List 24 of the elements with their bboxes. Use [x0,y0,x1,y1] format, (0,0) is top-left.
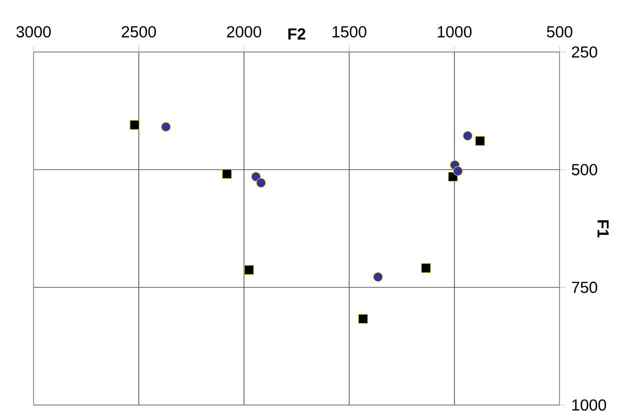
x-tick-label: 500 [546,26,572,38]
point [256,178,266,188]
point [373,272,383,282]
y-tick-label: 1000 [572,399,606,411]
y-tick-label: 500 [572,164,598,176]
x-tick-label: 1500 [332,26,366,38]
point [161,122,171,132]
x-tick-label: 2000 [227,26,262,38]
point [421,263,431,273]
y-tick-label: 250 [572,46,598,58]
x-axis-title: F2 [288,28,306,40]
point [130,120,140,130]
point [251,172,261,182]
point [244,265,254,275]
point [475,136,485,146]
point [453,166,463,176]
y-tick-label: 750 [572,282,598,293]
x-tick-label: 2500 [122,26,156,38]
x-tick-label: 1000 [438,26,472,38]
y-axis-title: F1 [598,220,609,238]
point [462,130,473,141]
point [358,314,368,324]
x-tick-label: 3000 [16,26,51,38]
point [222,169,232,179]
